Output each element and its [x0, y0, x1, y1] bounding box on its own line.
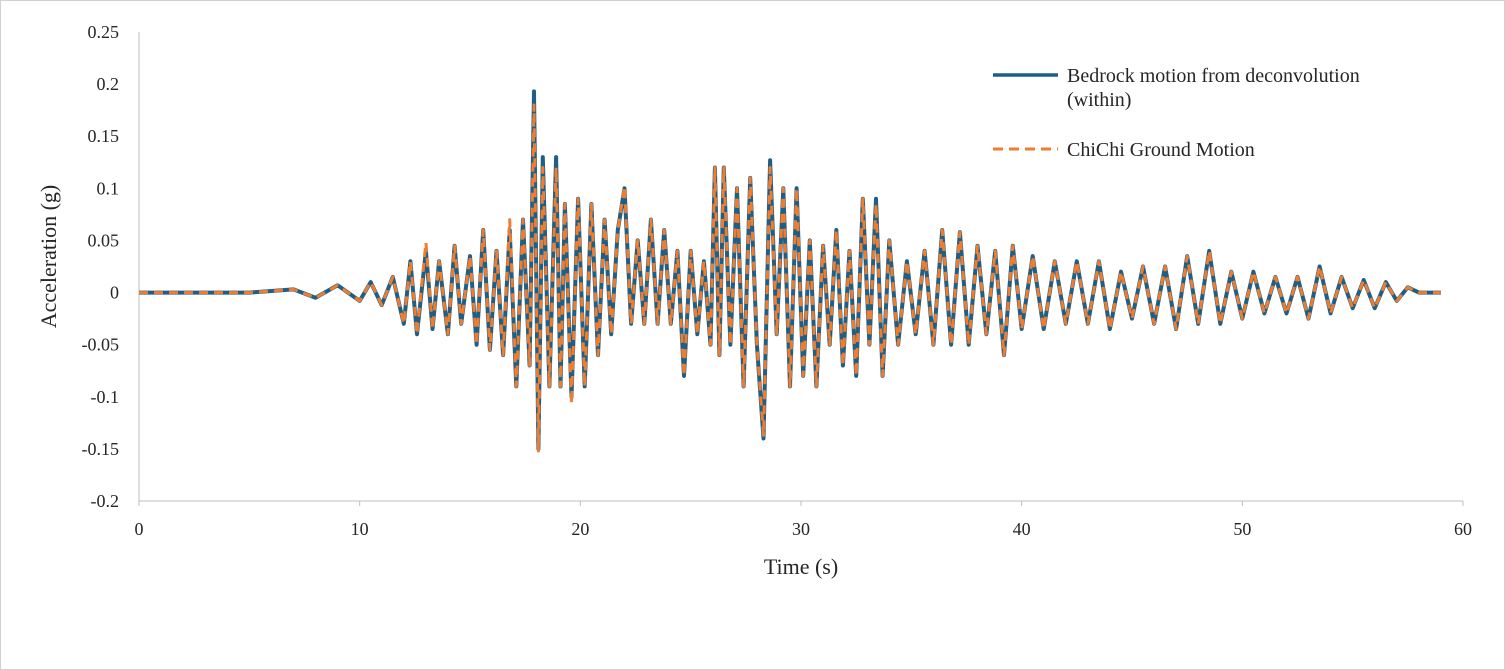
- x-axis-title: Time (s): [764, 554, 838, 579]
- y-tick-label: -0.2: [91, 491, 120, 511]
- axes: 0.25 0.2 0.15 0.1 0.05 0 -0.05 -0.1 -0.15 -0.2 0 10…: [82, 22, 1473, 539]
- y-tick-label: -0.15: [82, 439, 120, 459]
- y-tick-label: -0.05: [82, 335, 120, 355]
- y-tick-label: 0.05: [88, 230, 120, 250]
- x-tick-label: 40: [1013, 519, 1031, 539]
- x-tick-label: 60: [1454, 519, 1472, 539]
- legend-label: (within): [1067, 89, 1131, 111]
- x-tick-label: 10: [351, 519, 369, 539]
- legend-label: Bedrock motion from deconvolution: [1067, 65, 1360, 87]
- y-tick-label: 0.1: [97, 178, 120, 198]
- y-tick-label: 0: [110, 283, 119, 303]
- y-tick-label: -0.1: [91, 387, 120, 407]
- x-tick-label: 0: [135, 519, 144, 539]
- x-tick-label: 50: [1233, 519, 1251, 539]
- y-tick-label: 0.2: [97, 74, 120, 94]
- y-axis-title: Acceleration (g): [36, 185, 61, 329]
- series-line-chichi: [139, 103, 1441, 453]
- x-tick-label: 20: [571, 519, 589, 539]
- legend-label: ChiChi Ground Motion: [1067, 139, 1255, 161]
- y-tick-label: 0.25: [88, 22, 120, 42]
- y-tick-label: 0.15: [88, 126, 120, 146]
- x-tick-label: 30: [792, 519, 810, 539]
- series-layer: [139, 89, 1441, 453]
- legend: Bedrock motion from deconvolution(within…: [993, 65, 1360, 161]
